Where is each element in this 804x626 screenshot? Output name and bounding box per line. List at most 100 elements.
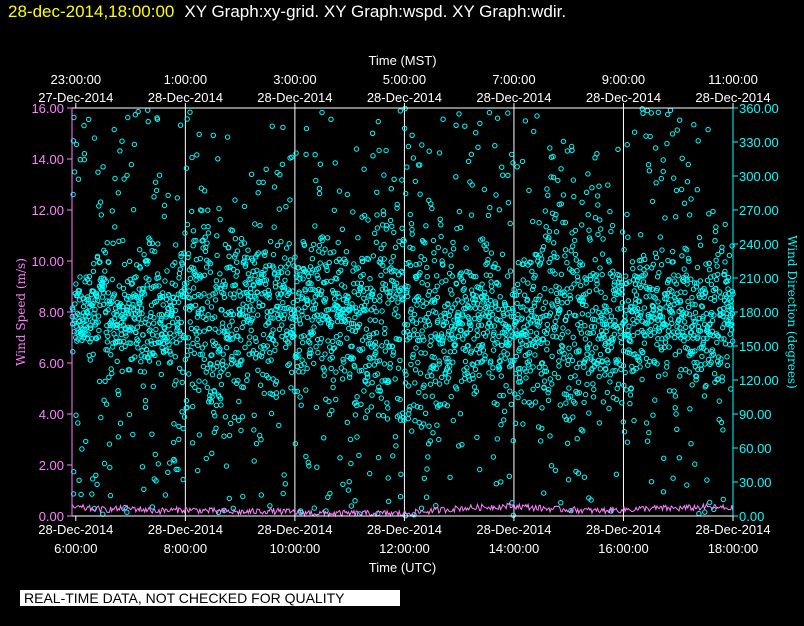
wind-direction-point [488,250,495,256]
wind-direction-point [684,179,691,185]
wind-direction-point [365,374,371,380]
wind-direction-point [492,143,498,149]
wind-direction-point [150,284,157,290]
wind-direction-point [319,288,325,294]
wind-direction-point [137,265,144,271]
bottom-tick-date: 28-Dec-2014 [367,522,442,537]
wind-direction-point [618,305,624,311]
wind-direction-point [266,262,273,268]
wind-direction-point [176,436,182,443]
wind-direction-point [601,316,607,322]
wind-direction-point [647,326,654,333]
wind-direction-point [664,140,670,147]
wind-direction-point [177,122,184,128]
wind-speed-line [71,502,734,518]
wind-direction-point [170,294,177,300]
wind-direction-point [677,299,683,305]
wind-direction-point [121,261,128,268]
wind-direction-point [690,301,696,307]
wind-direction-point [194,336,200,343]
wind-direction-point [566,345,572,351]
bottom-tick-date: 28-Dec-2014 [476,522,551,537]
wind-direction-point [322,296,329,302]
wind-direction-point [429,373,435,379]
wind-direction-point [316,242,322,249]
wind-direction-point [484,303,490,309]
wind-direction-point [349,328,356,334]
wind-direction-point [720,427,726,433]
wind-direction-point [354,394,360,400]
wind-direction-point [197,255,204,262]
wind-direction-point [222,284,228,290]
wind-direction-point [117,420,124,426]
wind-direction-point [594,151,600,157]
wind-direction-point [391,176,397,183]
wind-direction-point [408,361,414,368]
wind-direction-point [553,211,559,218]
wind-direction-point [109,370,115,377]
wind-direction-point [190,243,196,249]
wind-direction-point [229,336,236,342]
wind-direction-point [622,369,628,376]
wind-direction-point [291,263,297,269]
wind-direction-point [666,344,672,350]
wind-direction-point [377,298,383,304]
wind-direction-point [471,316,478,322]
wind-direction-point [513,292,520,298]
wind-direction-point [566,385,572,391]
wind-direction-point [556,358,562,364]
wind-direction-point [435,318,441,324]
wind-direction-point [85,310,91,316]
wind-direction-point [513,327,519,333]
wind-direction-point [421,337,427,343]
wind-direction-point [204,240,210,246]
wind-direction-point [566,310,573,316]
wind-direction-point [632,281,639,287]
wind-direction-point [543,368,550,375]
wind-direction-point [578,298,584,304]
wind-direction-point [162,330,169,337]
wind-direction-point [537,293,543,299]
wind-direction-point [240,493,246,500]
wind-direction-point [146,276,152,283]
wind-direction-point [331,345,338,351]
wind-direction-point [403,283,409,289]
wind-direction-point [135,108,141,115]
wind-direction-point [268,410,275,417]
wind-direction-point [333,396,339,403]
wind-direction-point [455,297,461,303]
wind-direction-point [192,269,198,275]
wind-direction-point [422,410,429,416]
wind-direction-point [178,253,184,260]
wind-direction-point [362,415,369,421]
wind-direction-point [264,343,270,349]
wind-direction-point [480,347,487,353]
wind-direction-point [83,438,89,445]
wind-direction-point [405,283,411,290]
wind-direction-point [457,411,464,417]
wind-direction-point [99,294,106,300]
wind-direction-point [373,344,379,350]
wind-direction-point [251,458,257,464]
wind-direction-point [712,238,718,244]
wind-direction-point [651,359,658,366]
wind-direction-point [578,282,584,289]
wind-direction-point [503,331,509,337]
wind-direction-point [573,313,579,319]
wind-direction-point [234,259,240,265]
wind-direction-point [393,268,399,274]
wind-direction-point [675,329,681,335]
wind-direction-point [343,259,349,265]
wind-direction-point [704,277,711,283]
wind-direction-point [331,207,337,214]
wind-direction-point [671,175,677,181]
wind-direction-point [221,291,227,297]
wind-direction-point [539,360,546,366]
wind-direction-point [544,340,550,346]
wind-direction-point [726,252,733,259]
wind-direction-point [151,314,157,321]
wind-direction-point [563,416,570,423]
wind-direction-point [637,312,643,319]
wind-direction-point [100,290,107,296]
wind-direction-point [390,453,396,459]
